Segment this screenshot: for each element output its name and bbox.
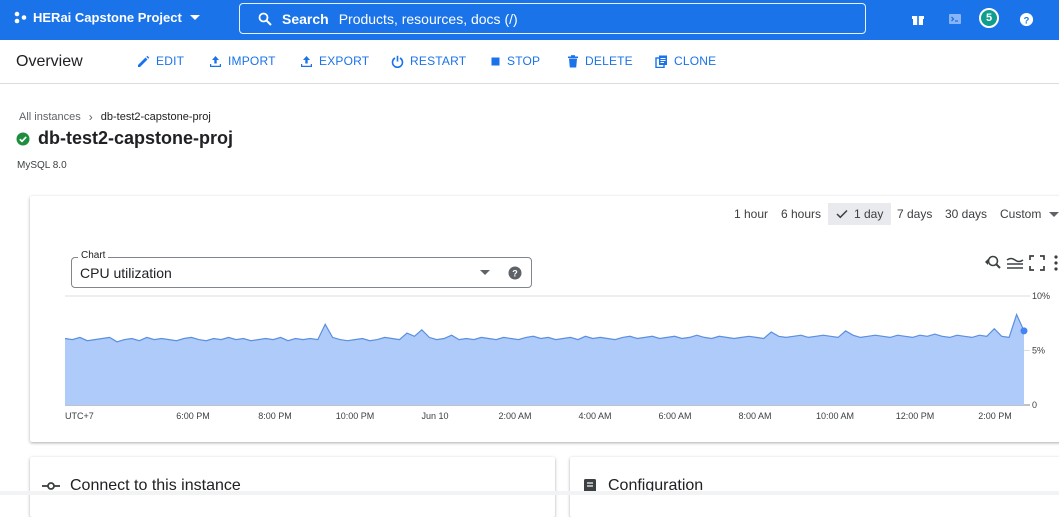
export-button[interactable]: EXPORT — [300, 54, 369, 68]
cloud-shell-icon[interactable] — [945, 9, 965, 29]
instance-title: db-test2-capstone-proj — [16, 128, 233, 149]
help-icon[interactable]: ? — [508, 266, 522, 280]
search-input[interactable]: Search Products, resources, docs (/) — [239, 3, 866, 34]
edit-label: EDIT — [156, 54, 185, 68]
range-custom-label: Custom — [1000, 207, 1042, 221]
search-icon — [258, 12, 272, 26]
svg-text:?: ? — [1023, 15, 1029, 25]
import-button[interactable]: IMPORT — [209, 54, 276, 68]
search-label: Search — [282, 10, 329, 27]
help-icon[interactable]: ? — [1016, 9, 1036, 29]
top-app-bar: HERai Capstone Project Search Products, … — [0, 0, 1059, 40]
status-ok-icon — [16, 132, 30, 145]
restart-button[interactable]: RESTART — [391, 54, 466, 68]
copy-icon — [655, 55, 667, 68]
breadcrumb-all-instances[interactable]: All instances — [19, 111, 81, 123]
clone-button[interactable]: CLONE — [655, 54, 716, 68]
database-version: MySQL 8.0 — [17, 160, 67, 171]
check-icon — [836, 209, 848, 219]
search-placeholder: Products, resources, docs (/) — [338, 10, 518, 27]
project-nodes-icon — [14, 11, 27, 24]
configuration-card-label: Configuration — [608, 477, 704, 494]
export-icon — [301, 55, 312, 67]
restart-label: RESTART — [410, 54, 467, 68]
horizontal-scrollbar[interactable] — [0, 491, 1059, 495]
import-label: IMPORT — [228, 54, 276, 68]
breadcrumb-current: db-test2-capstone-proj — [100, 111, 211, 123]
range-6-hours[interactable]: 6 hours — [781, 207, 822, 221]
caret-down-icon — [189, 15, 200, 20]
chart-select-value: CPU utilization — [80, 265, 172, 281]
connect-card-title: Connect to this instance — [42, 477, 241, 495]
connect-icon — [42, 482, 60, 490]
more-vert-icon[interactable] — [1050, 254, 1059, 272]
project-selector[interactable]: HERai Capstone Project — [14, 10, 200, 25]
document-icon — [584, 479, 596, 493]
range-1-day-label: 1 day — [854, 207, 884, 221]
clone-label: CLONE — [674, 54, 717, 68]
export-label: EXPORT — [319, 54, 370, 68]
connect-card-label: Connect to this instance — [70, 477, 241, 494]
caret-down-icon — [1049, 211, 1059, 217]
stop-button[interactable]: STOP — [490, 54, 540, 68]
edit-button[interactable]: EDIT — [137, 54, 184, 68]
time-range-selector: 1 hour 6 hours 1 day 7 days 30 days Cust… — [0, 203, 1059, 225]
chart-select-label: Chart — [78, 250, 109, 261]
delete-label: DELETE — [585, 54, 633, 68]
notifications-badge[interactable]: 5 — [979, 8, 999, 28]
connect-card: Connect to this instance — [30, 457, 555, 517]
action-bar: Overview EDIT IMPORT EXPORT RESTART STOP… — [0, 40, 1059, 84]
zoom-reset-icon[interactable] — [983, 254, 1001, 272]
power-icon — [391, 55, 404, 68]
monitoring-card — [30, 196, 1059, 442]
fullscreen-icon[interactable] — [1028, 254, 1046, 272]
stop-icon — [491, 57, 500, 65]
chart-select[interactable]: Chart CPU utilization ? — [71, 250, 532, 288]
instance-name: db-test2-capstone-proj — [38, 128, 234, 148]
range-30-days[interactable]: 30 days — [945, 207, 988, 221]
delete-button[interactable]: DELETE — [567, 54, 633, 68]
trash-icon — [568, 54, 578, 67]
range-1-day[interactable]: 1 day — [828, 203, 892, 225]
page-title: Overview — [16, 53, 83, 70]
stop-label: STOP — [507, 54, 541, 68]
range-7-days[interactable]: 7 days — [897, 207, 933, 221]
svg-text:?: ? — [512, 269, 518, 279]
configuration-card: Configuration — [570, 457, 1059, 517]
pencil-icon — [138, 55, 150, 67]
range-1-hour[interactable]: 1 hour — [734, 207, 769, 221]
gift-icon[interactable] — [908, 9, 928, 29]
chevron-right-icon: › — [88, 110, 93, 124]
upload-icon — [210, 55, 221, 67]
caret-down-icon — [480, 270, 490, 275]
range-custom[interactable]: Custom — [1000, 203, 1059, 225]
breadcrumb: All instances › db-test2-capstone-proj — [19, 110, 211, 124]
project-name: HERai Capstone Project — [33, 10, 182, 25]
configuration-card-title: Configuration — [582, 477, 703, 495]
legend-toggle-icon[interactable] — [1006, 254, 1024, 272]
